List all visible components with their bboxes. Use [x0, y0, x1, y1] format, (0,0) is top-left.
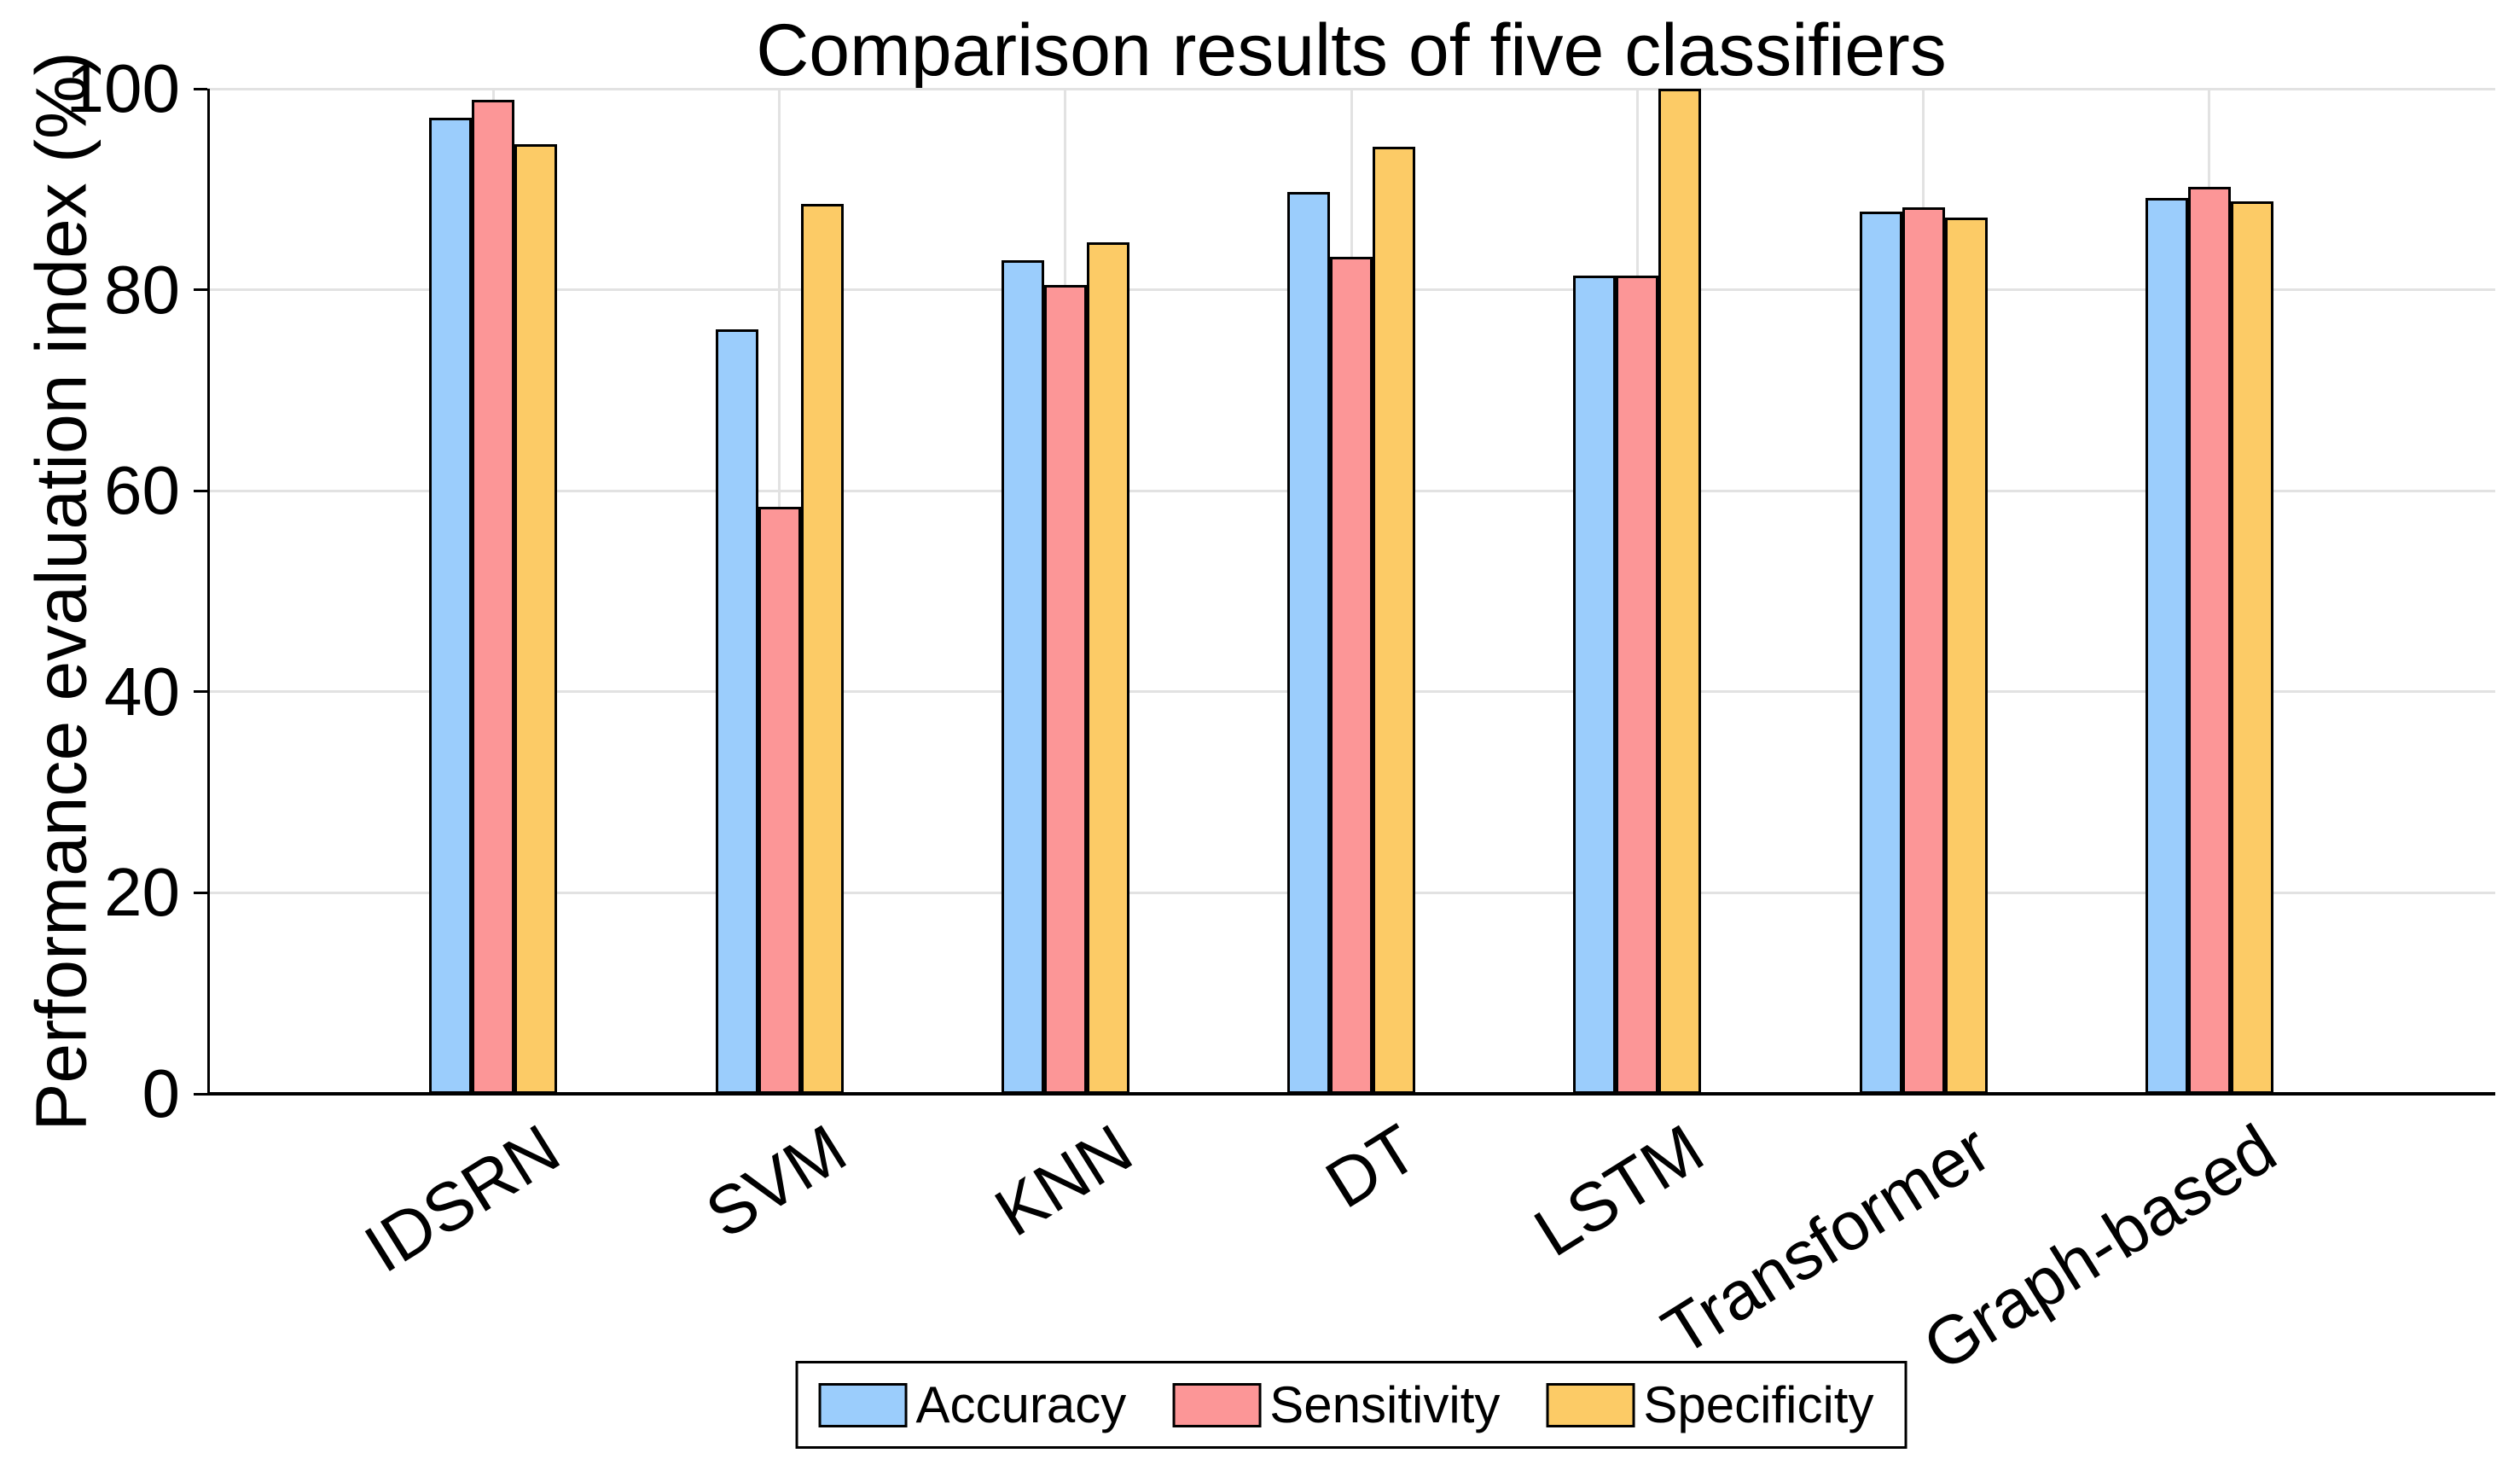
bar-specificity-graph-based	[2230, 201, 2273, 1094]
y-tick-label: 60	[104, 452, 180, 529]
y-tick-mark	[194, 489, 207, 492]
bar-specificity-lstm	[1658, 89, 1702, 1094]
bar-specificity-transformer	[1944, 217, 1988, 1094]
y-tick-mark	[194, 690, 207, 694]
bar-accuracy-lstm	[1573, 276, 1617, 1094]
legend-label: Specificity	[1643, 1376, 1874, 1433]
bar-specificity-knn	[1086, 242, 1129, 1094]
legend-label: Sensitivity	[1269, 1376, 1501, 1433]
bar-sensitivity-svm	[758, 507, 801, 1094]
bar-accuracy-graph-based	[2145, 198, 2188, 1094]
bar-accuracy-dt	[1287, 192, 1330, 1094]
bar-sensitivity-transformer	[1902, 207, 1945, 1094]
bar-sensitivity-dt	[1330, 256, 1373, 1094]
x-tick-label-idsrn: IDSRN	[351, 1109, 572, 1288]
bar-accuracy-idsrn	[429, 118, 473, 1094]
bar-sensitivity-graph-based	[2187, 187, 2231, 1094]
x-axis-spine	[207, 1092, 2495, 1096]
y-tick-label: 80	[104, 251, 180, 328]
y-tick-label: 100	[66, 50, 180, 126]
bar-accuracy-svm	[715, 328, 758, 1094]
y-tick-label: 20	[104, 854, 180, 931]
bar-accuracy-transformer	[1859, 211, 1902, 1094]
y-tick-mark	[194, 1092, 207, 1096]
chart-title: Comparison results of five classifiers	[756, 9, 1947, 91]
bar-specificity-svm	[800, 204, 844, 1094]
y-tick-label: 40	[104, 653, 180, 730]
bar-specificity-dt	[1373, 147, 1415, 1094]
legend-item-sensitivity: Sensitivity	[1172, 1375, 1500, 1434]
bar-sensitivity-knn	[1043, 284, 1087, 1094]
legend-label: Accuracy	[915, 1376, 1127, 1433]
bar-sensitivity-idsrn	[472, 99, 515, 1094]
legend-swatch-specificity	[1546, 1382, 1635, 1427]
legend: Accuracy Sensitivity Specificity	[795, 1361, 1907, 1449]
y-tick-mark	[194, 288, 207, 292]
y-tick-label: 0	[142, 1055, 181, 1131]
bar-sensitivity-lstm	[1616, 276, 1659, 1094]
y-axis-spine	[207, 89, 210, 1094]
bar-specificity-idsrn	[514, 143, 558, 1094]
legend-item-specificity: Specificity	[1546, 1375, 1873, 1434]
legend-swatch-sensitivity	[1172, 1382, 1262, 1427]
legend-swatch-accuracy	[818, 1382, 908, 1427]
bar-accuracy-knn	[1001, 260, 1044, 1094]
gridline-horizontal	[207, 87, 2495, 90]
y-tick-mark	[194, 87, 207, 90]
legend-item-accuracy: Accuracy	[818, 1375, 1127, 1434]
y-tick-mark	[194, 891, 207, 894]
